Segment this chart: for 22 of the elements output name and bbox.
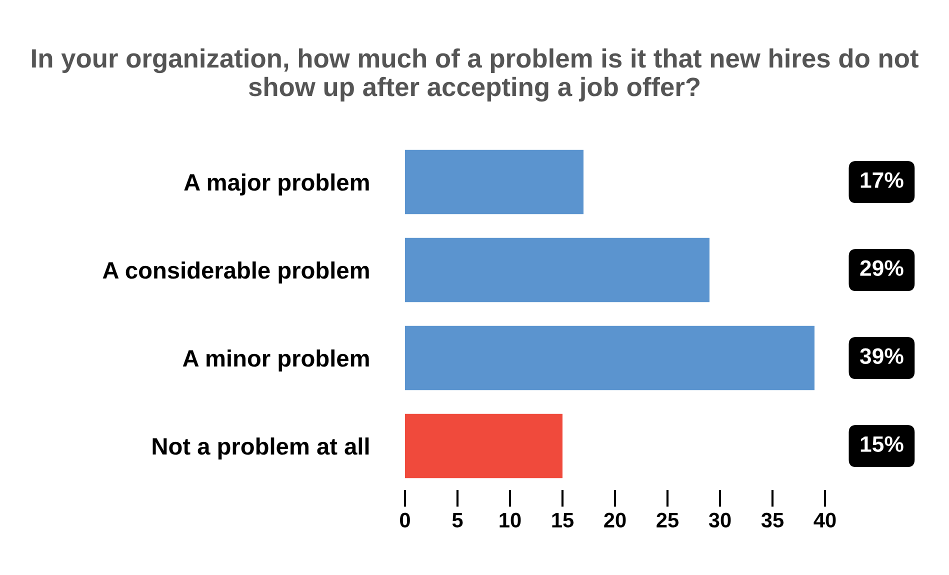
chart-title: In your organization, how much of a problem is it that new hires do not show up after accepting a job offer? — [32, 48, 918, 102]
x-tick-label: 10 — [500, 512, 521, 528]
y-tick-label: A minor problem — [182, 349, 369, 372]
x-tick-label: 25 — [656, 512, 679, 528]
x-tick-label: 0 — [400, 512, 410, 528]
bar — [405, 238, 710, 302]
x-tick-label: 35 — [761, 512, 784, 528]
x-tick-label: 5 — [452, 512, 463, 528]
bar — [405, 414, 562, 478]
x-tick-label: 20 — [604, 512, 626, 528]
bar — [405, 150, 584, 214]
y-tick-label: Not a problem at all — [152, 437, 369, 460]
data-label: 29% — [860, 260, 904, 276]
data-label: 39% — [860, 348, 904, 364]
bar — [405, 326, 814, 390]
data-label: 17% — [860, 172, 904, 188]
x-tick-label: 30 — [708, 512, 731, 528]
x-tick-label: 40 — [814, 512, 836, 528]
y-tick-label: A considerable problem — [102, 261, 369, 284]
y-tick-label: A major problem — [184, 173, 369, 196]
x-tick-label: 15 — [552, 512, 574, 528]
data-label: 15% — [860, 436, 904, 452]
